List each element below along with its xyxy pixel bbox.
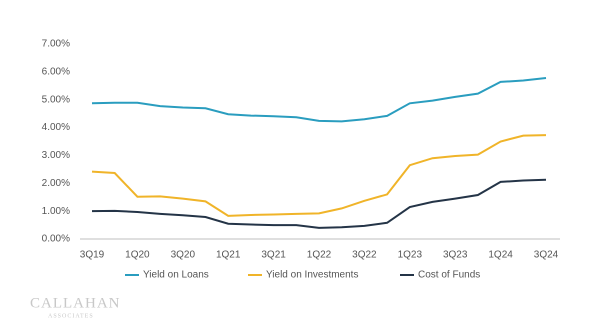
y-tick-label: 6.00%: [42, 66, 70, 77]
series-line: [91, 134, 547, 217]
series-line: [91, 77, 547, 123]
x-tick-label: 1Q22: [307, 250, 332, 261]
x-tick-label: 1Q20: [125, 250, 150, 261]
x-tick-label: 3Q23: [443, 250, 468, 261]
legend-label: Cost of Funds: [418, 270, 480, 281]
x-tick-label: 3Q24: [534, 250, 559, 261]
x-tick-label: 3Q19: [80, 250, 105, 261]
x-tick-label: 1Q24: [488, 250, 513, 261]
y-tick-label: 1.00%: [42, 206, 70, 217]
y-tick-label: 3.00%: [42, 150, 70, 161]
y-tick-label: 2.00%: [42, 178, 70, 189]
y-tick-label: 0.00%: [42, 234, 70, 245]
series-line: [91, 178, 547, 229]
y-tick-label: 7.00%: [42, 39, 70, 50]
x-tick-label: 3Q22: [352, 250, 377, 261]
x-tick-label: 3Q20: [171, 250, 196, 261]
logo: CALLAHAN: [30, 295, 121, 311]
y-tick-label: 4.00%: [42, 122, 70, 133]
x-tick-label: 3Q21: [261, 250, 286, 261]
x-tick-label: 1Q21: [216, 250, 241, 261]
y-tick-label: 5.00%: [42, 94, 70, 105]
x-tick-label: 1Q23: [398, 250, 423, 261]
logo-sub: ASSOCIATES: [48, 313, 94, 319]
legend-label: Yield on Investments: [266, 270, 358, 281]
legend-label: Yield on Loans: [143, 270, 209, 281]
